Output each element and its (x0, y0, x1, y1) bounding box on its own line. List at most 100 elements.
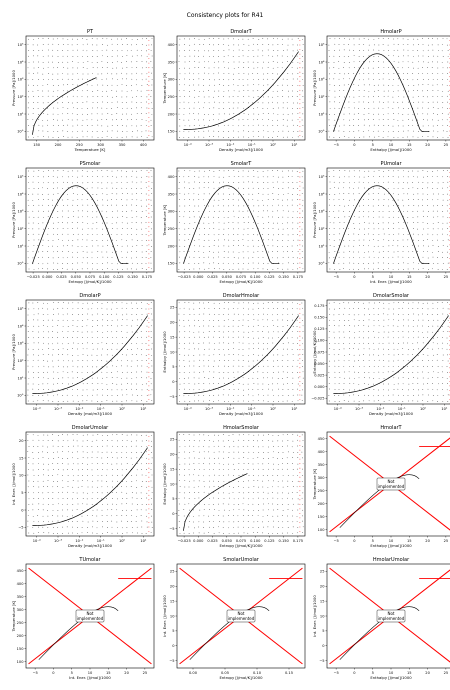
data-point (112, 187, 114, 189)
data-points (178, 302, 304, 402)
data-point (408, 96, 410, 98)
data-point (243, 331, 245, 333)
data-point (97, 73, 99, 75)
data-point (213, 67, 215, 69)
data-point (42, 62, 44, 63)
data-point (447, 302, 448, 303)
data-point (151, 211, 153, 212)
data-point (52, 389, 54, 391)
data-point (33, 372, 34, 373)
boundary-point (299, 112, 301, 114)
data-point (213, 354, 215, 356)
data-point (107, 239, 108, 241)
data-point (447, 78, 448, 80)
data-point (137, 337, 138, 338)
data-point (272, 44, 274, 46)
data-point (358, 383, 360, 385)
data-point (121, 343, 123, 344)
data-point (47, 233, 49, 235)
data-point (178, 269, 180, 270)
data-point (141, 336, 142, 338)
data-point (427, 119, 428, 121)
data-point (339, 269, 341, 270)
y-tick-label: 10² (17, 95, 24, 99)
data-point (189, 331, 190, 333)
data-point (218, 210, 220, 212)
data-point (301, 239, 303, 241)
boundary-points (299, 300, 301, 404)
data-point (218, 199, 220, 201)
data-point (82, 337, 83, 338)
data-point (106, 38, 108, 40)
data-point (42, 239, 44, 241)
data-point (349, 170, 351, 172)
data-point (393, 251, 395, 253)
data-point (203, 79, 205, 80)
data-point (257, 62, 259, 63)
data-point (387, 371, 389, 373)
data-point (38, 130, 40, 132)
data-point (238, 251, 240, 253)
boundary-point (148, 326, 150, 328)
x-tick-label: 5 (372, 143, 374, 147)
data-point (237, 222, 239, 224)
data-point (338, 67, 340, 69)
data-point (442, 383, 443, 384)
data-point (442, 176, 444, 178)
data-point (278, 401, 279, 402)
data-point (388, 245, 390, 247)
data-point (91, 228, 93, 230)
data-point (194, 102, 195, 104)
data-point (43, 463, 45, 465)
data-point (353, 38, 355, 40)
data-point (58, 137, 59, 138)
data-point (354, 199, 355, 201)
data-point (223, 73, 225, 75)
data-point (427, 107, 429, 109)
data-point (238, 240, 239, 241)
data-point (291, 330, 293, 332)
data-point (179, 211, 180, 212)
data-point (393, 400, 395, 402)
data-point (338, 108, 340, 109)
data-point (442, 371, 443, 373)
data-point (427, 193, 429, 195)
data-point (446, 84, 448, 86)
data-point (52, 125, 54, 127)
data-point (238, 61, 240, 63)
data-point (136, 342, 137, 344)
data-point (82, 520, 84, 522)
data-point (102, 90, 103, 92)
data-point (37, 102, 39, 103)
data-point (82, 492, 84, 494)
data-point (57, 217, 59, 218)
data-point (150, 234, 152, 235)
subplot-title: PSmolar (80, 161, 102, 167)
data-point (203, 125, 205, 126)
data-point (198, 67, 200, 68)
data-point (253, 251, 255, 253)
data-point (292, 313, 293, 315)
data-point (291, 204, 293, 206)
data-point (218, 113, 220, 115)
data-point (72, 348, 73, 349)
data-point (146, 371, 148, 373)
data-point (151, 108, 153, 109)
x-tick-label: 10⁻³ (54, 407, 62, 411)
data-point (297, 354, 299, 356)
data-point (32, 337, 34, 339)
data-point (438, 193, 439, 195)
data-point (53, 314, 54, 315)
data-point (136, 314, 137, 315)
data-point (358, 119, 359, 120)
data-point (272, 199, 274, 200)
data-point (349, 119, 350, 121)
data-point (272, 61, 274, 62)
data-point (277, 257, 278, 259)
data-point (238, 44, 239, 46)
data-point (368, 119, 369, 120)
data-point (213, 38, 214, 39)
data-point (398, 228, 400, 230)
data-point (189, 91, 190, 92)
subplot-hmolarp: HmolarP−5 0 5 10 15 20 2510°10¹10²10³10⁴10⁵Ent… (312, 29, 450, 152)
